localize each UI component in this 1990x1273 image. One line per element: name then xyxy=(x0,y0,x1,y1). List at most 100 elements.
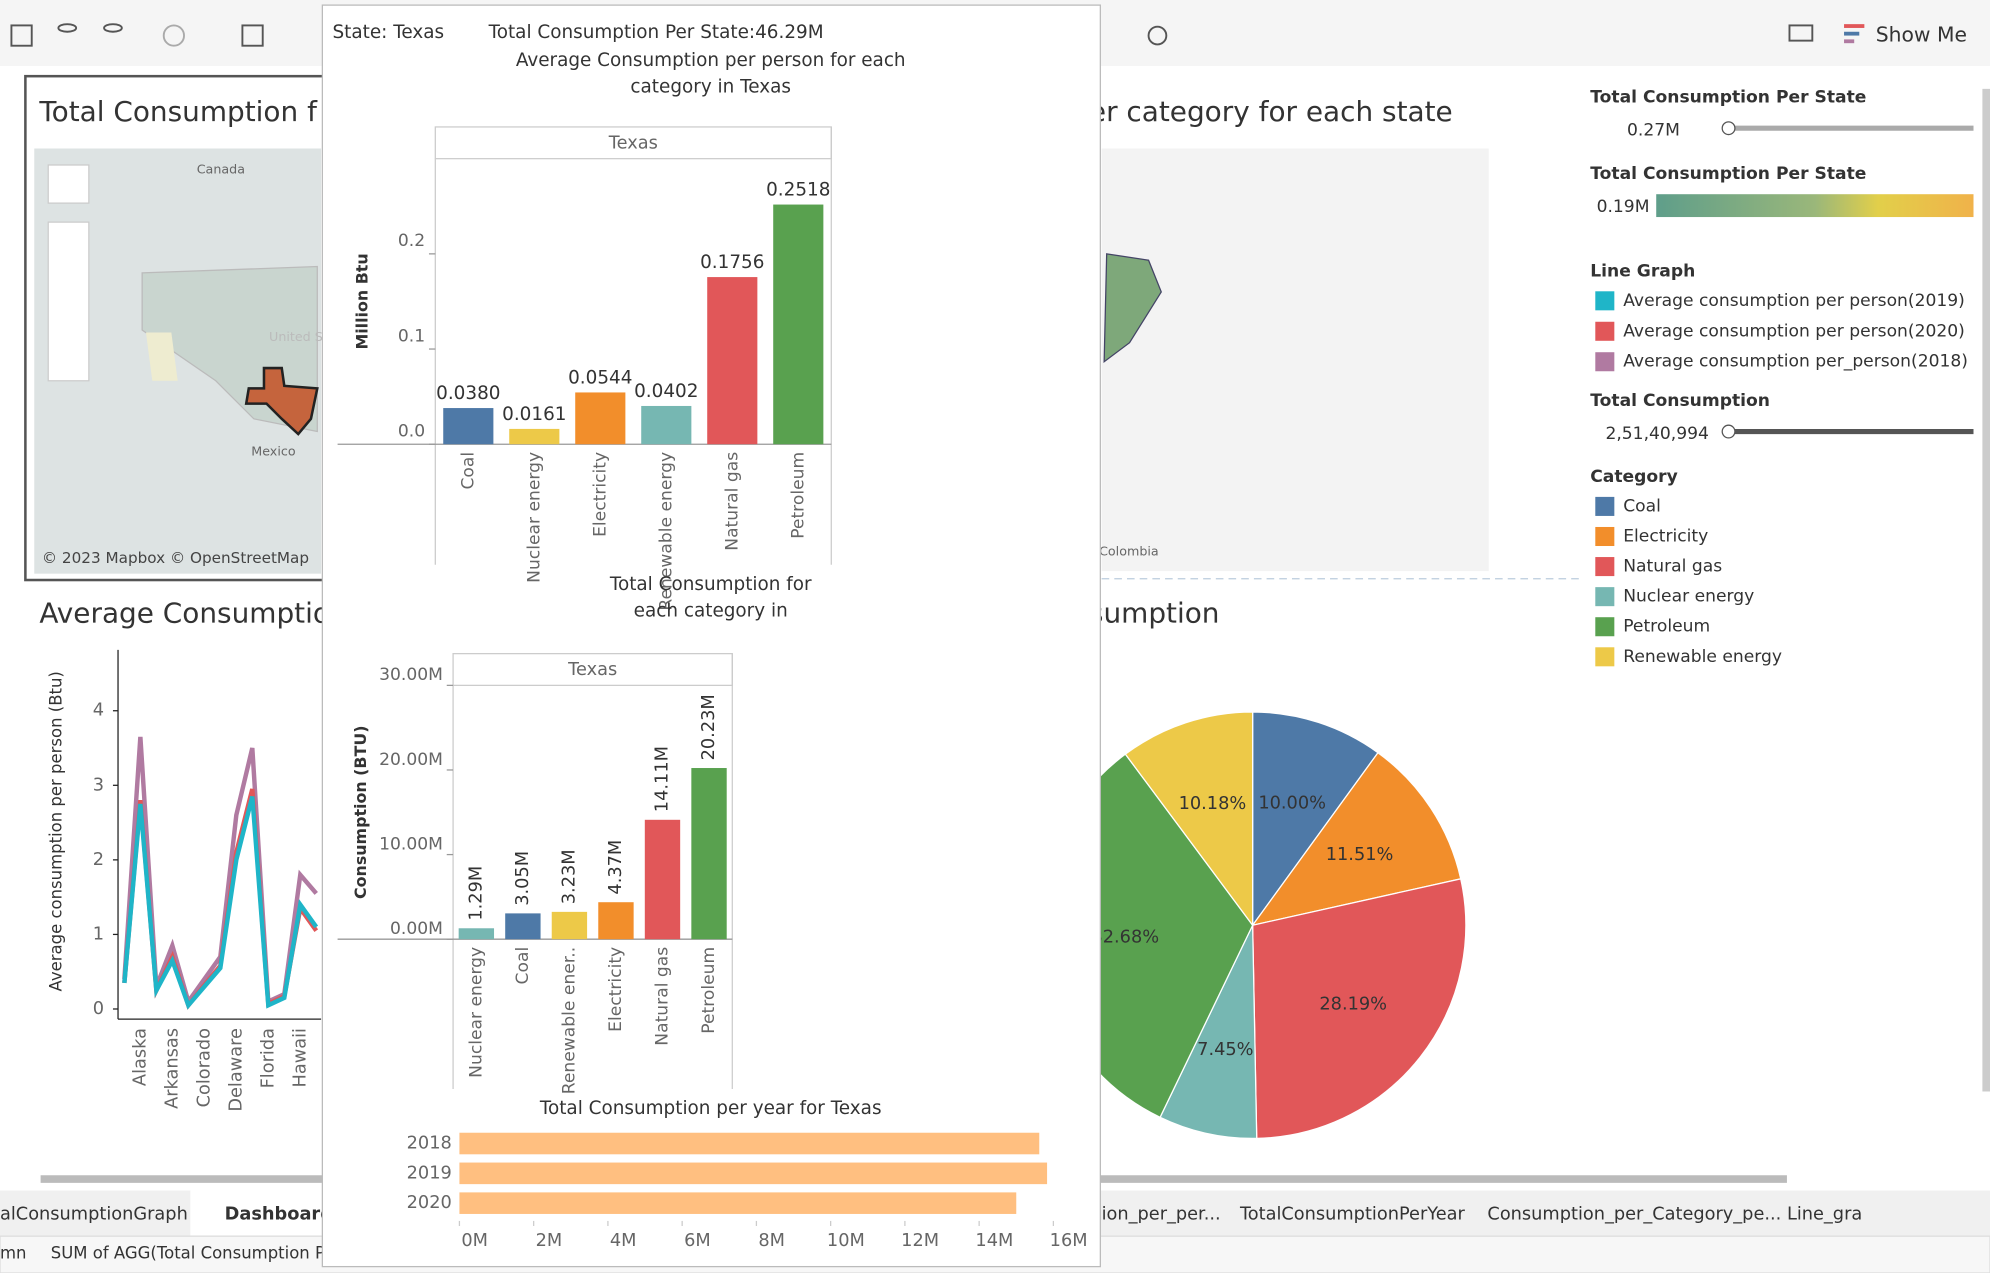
y-tick-label: 0.2 xyxy=(398,231,425,251)
color-ramp xyxy=(1656,194,1974,218)
x-tick-label: Nuclear energy xyxy=(524,452,544,583)
x-tick-label: Electricity xyxy=(590,452,610,537)
x-tick-label: 16M xyxy=(1050,1231,1088,1251)
x-tick-label: Nuclear energy xyxy=(466,947,486,1078)
legend-swatch xyxy=(1595,321,1615,341)
value-label: 4.37M xyxy=(606,840,626,895)
chart-title: Average Consumption per person for each xyxy=(516,50,906,71)
x-tick-label: Arkansas xyxy=(162,1028,182,1109)
x-tick-label: Coal xyxy=(513,947,533,985)
color-value: 0.19M xyxy=(1597,197,1650,217)
x-tick-label: Renewable energy xyxy=(656,452,676,611)
bar xyxy=(509,428,560,445)
bar xyxy=(691,768,727,940)
x-tick-label: Hawaii xyxy=(290,1028,310,1087)
x-tick-label: 10M xyxy=(827,1231,865,1251)
map-state xyxy=(145,332,178,381)
legend-label: Average consumption per person(2019) xyxy=(1623,291,1965,311)
legend-label: Average consumption per_person(2018) xyxy=(1623,352,1968,372)
pie-slice xyxy=(1251,878,1467,1140)
legend-label: Electricity xyxy=(1623,526,1708,546)
map-state-texas[interactable] xyxy=(244,366,319,436)
datasource-pause-icon[interactable] xyxy=(103,23,123,33)
bar xyxy=(641,405,692,445)
value-label: 0.2518 xyxy=(766,180,830,201)
tooltip-total: Total Consumption Per State:46.29M xyxy=(488,22,824,43)
sheet-tab[interactable]: Line_gra xyxy=(1787,1205,1862,1225)
value-label: 3.23M xyxy=(559,849,579,904)
sheet-tab[interactable]: alConsumptionGraph xyxy=(0,1205,188,1225)
value-label: 0.0544 xyxy=(568,367,632,388)
bar xyxy=(459,1192,1017,1214)
share-icon[interactable] xyxy=(1147,25,1168,46)
sheet-tab[interactable]: Consumption_per_Category_pe... xyxy=(1487,1205,1781,1225)
x-tick-label: 12M xyxy=(901,1231,939,1251)
y-tick-label: 2 xyxy=(93,850,104,870)
save-icon[interactable] xyxy=(10,24,33,47)
x-tick-label: Florida xyxy=(258,1028,278,1088)
map-controls[interactable] xyxy=(47,221,90,382)
value-label: 14.11M xyxy=(652,746,672,812)
pie-slice xyxy=(1124,711,1254,928)
y-tick-label: 4 xyxy=(93,701,104,721)
x-tick-label: Renewable ener.. xyxy=(559,947,579,1094)
legend-label: Natural gas xyxy=(1623,557,1722,577)
bar xyxy=(458,928,495,940)
slice-label: 11.51% xyxy=(1326,845,1394,865)
y-tick-label: 20.00M xyxy=(379,750,443,770)
slice-label: 32.68% xyxy=(1091,927,1159,947)
legend-title: Category xyxy=(1590,467,1678,487)
sheet-tab[interactable]: Dashboard xyxy=(225,1205,333,1225)
value-label: 3.05M xyxy=(513,851,533,906)
show-me-icon xyxy=(1844,24,1865,28)
legend-label: Renewable energy xyxy=(1623,647,1782,667)
bar xyxy=(773,204,824,445)
datasource-icon[interactable] xyxy=(57,23,78,33)
x-tick-label: 6M xyxy=(684,1231,711,1251)
tooltip-box xyxy=(321,4,1101,1268)
sheet-tab[interactable]: ion_per_per... xyxy=(1102,1205,1221,1225)
legend-swatch xyxy=(1595,291,1615,311)
map-title: Total Consumption f xyxy=(38,95,318,128)
y-tick-label: 30.00M xyxy=(379,665,443,685)
toolbar-icons xyxy=(10,23,1814,47)
map-search[interactable] xyxy=(47,164,90,204)
y-tick-label: 0 xyxy=(93,999,104,1019)
refresh-icon[interactable] xyxy=(162,24,185,47)
bar xyxy=(459,1162,1048,1185)
legend-title: Total Consumption Per State xyxy=(1590,164,1866,184)
status-text: SUM of AGG(Total Consumption Per xyxy=(51,1243,342,1262)
x-tick-label: Alaska xyxy=(130,1028,150,1086)
legend-swatch xyxy=(1595,352,1615,372)
scrollbar[interactable] xyxy=(1982,88,1990,1092)
line-title: Average Consumptio xyxy=(39,596,330,629)
chart-title: Total Consumption for xyxy=(609,574,812,595)
presentation-icon[interactable] xyxy=(1788,24,1814,42)
y-tick-label: 2019 xyxy=(407,1163,452,1183)
slider-handle[interactable] xyxy=(1721,424,1736,439)
slider-handle[interactable] xyxy=(1721,121,1736,136)
show-me-icon xyxy=(1844,31,1860,36)
map-credit: © 2023 Mapbox © OpenStreetMap xyxy=(42,549,309,567)
bar xyxy=(707,277,758,445)
x-tick-label: Petroleum xyxy=(788,452,808,539)
x-tick-label: Natural gas xyxy=(652,947,672,1046)
value-label: 1.29M xyxy=(466,866,486,921)
new-sheet-icon[interactable] xyxy=(241,24,264,47)
y-tick-label: 3 xyxy=(93,775,104,795)
legend-title: Total Consumption Per State xyxy=(1590,88,1866,108)
panel-header-label: Texas xyxy=(608,133,658,153)
legend-swatch xyxy=(1595,496,1615,516)
map-states xyxy=(1103,253,1162,364)
value-label: 0.0380 xyxy=(436,383,500,404)
value-label: 20.23M xyxy=(699,694,719,760)
chart-title: category in Texas xyxy=(630,77,791,98)
map-title: er category for each state xyxy=(1089,95,1453,128)
value-label: 0.0161 xyxy=(502,404,566,425)
legend-swatch xyxy=(1595,647,1615,667)
sheet-tab[interactable]: TotalConsumptionPerYear xyxy=(1239,1205,1466,1225)
show-me-button[interactable]: Show Me xyxy=(1876,23,1967,47)
legend-label: Average consumption per person(2020) xyxy=(1623,321,1965,341)
y-tick-label: 0.00M xyxy=(390,919,443,939)
